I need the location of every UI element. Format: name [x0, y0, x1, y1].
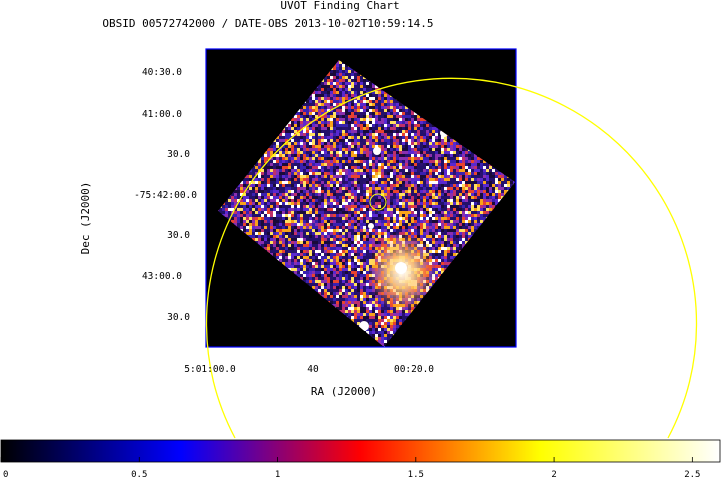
bright-source-core — [395, 262, 407, 274]
x-axis-label: RA (J2000) — [311, 385, 377, 398]
colorbar-tick-label: 2 — [551, 470, 556, 480]
star-4 — [368, 223, 374, 229]
x-tick-label: 00:20.0 — [394, 364, 434, 375]
y-tick-label: 30.0 — [167, 312, 190, 323]
colorbar-tick-label: 1 — [275, 470, 280, 480]
colorbar-ticks: 0 0.5 1 1.5 2 2.5 — [0, 457, 700, 480]
chart-title: UVOT Finding Chart — [280, 0, 399, 12]
colorbar-tick-label: 0.5 — [131, 470, 147, 480]
y-tick-label: 30.0 — [167, 230, 190, 241]
colorbar-tick-label: 0 — [3, 470, 8, 480]
x-tick-label: 40 — [307, 364, 319, 375]
chart-subtitle: OBSID 00572742000 / DATE-OBS 2013-10-02T… — [102, 17, 433, 30]
colorbar-tick-label: 2.5 — [684, 470, 700, 480]
star-3 — [359, 321, 369, 331]
image-frame — [205, 48, 517, 348]
star-1 — [373, 147, 381, 155]
source-circle — [369, 193, 387, 211]
y-tick-label: 43:00.0 — [142, 271, 182, 282]
colorbar-tick-label: 1.5 — [408, 470, 424, 480]
y-axis-label: Dec (J2000) — [79, 182, 92, 255]
y-tick-label: 30.0 — [167, 149, 190, 160]
colorbar — [0, 439, 721, 463]
y-tick-label: -75:42:00.0 — [134, 190, 197, 201]
region-circle — [205, 77, 698, 439]
y-tick-label: 41:00.0 — [142, 109, 182, 120]
y-tick-label: 40:30.0 — [142, 67, 182, 78]
x-tick-label: 5:01:00.0 — [184, 364, 236, 375]
